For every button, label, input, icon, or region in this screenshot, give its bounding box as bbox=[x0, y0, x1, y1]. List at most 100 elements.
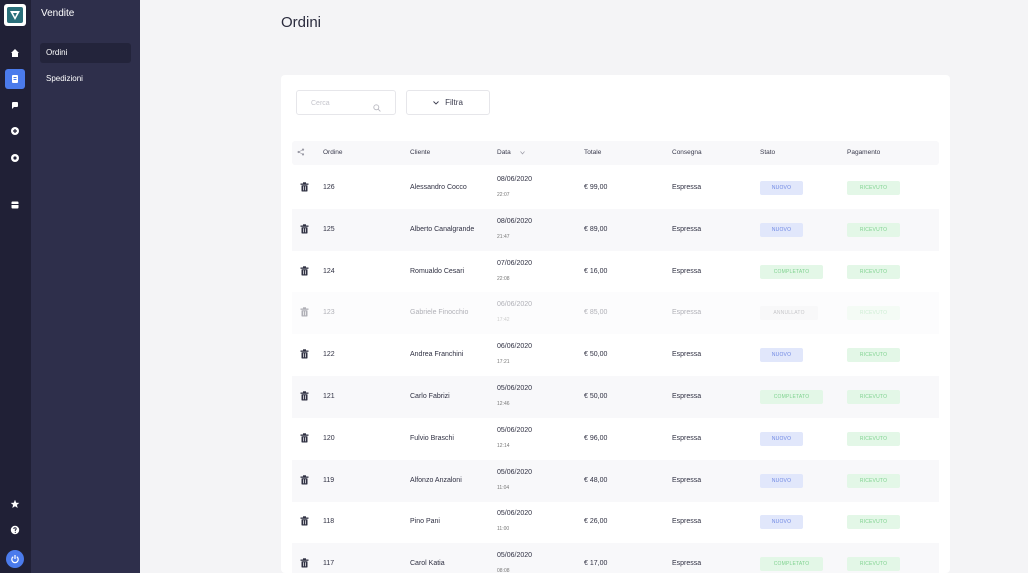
customer-name: Gabriele Finocchio bbox=[410, 309, 469, 317]
order-total: € 50,00 bbox=[584, 393, 608, 400]
order-total: € 85,00 bbox=[584, 309, 608, 317]
sort-down-icon[interactable] bbox=[520, 150, 525, 157]
order-date: 06/06/2020 bbox=[497, 343, 533, 351]
delivery-type: Espressa bbox=[672, 560, 702, 568]
trash-icon[interactable] bbox=[300, 349, 309, 361]
column-header-stato[interactable]: Stato bbox=[760, 149, 776, 156]
order-number[interactable]: 119 bbox=[323, 476, 335, 484]
trash-icon[interactable] bbox=[300, 433, 309, 445]
column-header-cliente[interactable]: Cliente bbox=[410, 149, 431, 156]
order-date: 05/06/2020 bbox=[497, 510, 533, 518]
order-total: € 96,00 bbox=[584, 434, 608, 442]
order-total: € 26,00 bbox=[584, 518, 608, 526]
payment-badge: RICEVUTO bbox=[847, 264, 900, 279]
search-input[interactable] bbox=[311, 97, 371, 109]
table-row[interactable]: 119 Alfonzo Anzaloni 05/06/2020 11:04 € 48,0… bbox=[292, 459, 939, 502]
sidebar-item-ordini[interactable]: Ordini bbox=[40, 43, 131, 63]
order-total: € 16,00 bbox=[584, 267, 608, 275]
column-header-pagamento[interactable]: Pagamento bbox=[847, 149, 881, 156]
delivery-type: Espressa bbox=[672, 309, 702, 317]
order-number[interactable]: 125 bbox=[323, 225, 335, 233]
table-row[interactable]: 124 Romualdo Cesari 07/06/2020 22:08 € 16,00… bbox=[292, 251, 939, 293]
power-icon[interactable] bbox=[6, 550, 24, 568]
sidebar-title: Vendite bbox=[41, 8, 75, 19]
trash-icon[interactable] bbox=[300, 265, 309, 278]
trash-icon[interactable] bbox=[300, 558, 309, 570]
status-badge: NUOVO bbox=[760, 431, 803, 446]
customer-name: Carlo Fabrizi bbox=[410, 393, 450, 400]
order-total: € 89,00 bbox=[584, 225, 608, 233]
delivery-type: Espressa bbox=[672, 184, 702, 191]
order-time: 17:42 bbox=[497, 317, 510, 324]
order-total: € 50,00 bbox=[584, 351, 608, 359]
customer-name: Carol Katia bbox=[410, 560, 445, 568]
column-header-ordine[interactable]: Ordine bbox=[323, 149, 343, 156]
home-icon[interactable] bbox=[8, 46, 22, 60]
order-number[interactable]: 121 bbox=[323, 393, 335, 400]
order-date: 05/06/2020 bbox=[497, 468, 533, 476]
payment-badge: RICEVUTO bbox=[847, 390, 900, 404]
table-row[interactable]: 123 Gabriele Finocchio 06/06/2020 17:42 € 85… bbox=[292, 292, 939, 335]
order-number[interactable]: 123 bbox=[323, 309, 335, 317]
icon-rail bbox=[0, 0, 31, 573]
gear-icon[interactable] bbox=[8, 151, 22, 165]
column-header-totale[interactable]: Totale bbox=[584, 149, 602, 156]
order-date: 07/06/2020 bbox=[497, 259, 533, 267]
table-row[interactable]: 118 Pino Pani 05/06/2020 11:00 € 26,00 Espres… bbox=[292, 501, 939, 543]
customer-name: Alberto Canalgrande bbox=[410, 225, 475, 233]
order-total: € 99,00 bbox=[584, 184, 608, 191]
payment-badge: RICEVUTO bbox=[847, 431, 900, 446]
order-number[interactable]: 118 bbox=[323, 518, 335, 526]
order-number[interactable]: 126 bbox=[323, 184, 335, 191]
payment-badge: RICEVUTO bbox=[847, 306, 900, 321]
payment-badge: RICEVUTO bbox=[847, 181, 900, 195]
order-number[interactable]: 120 bbox=[323, 434, 335, 442]
customer-name: Fulvio Braschi bbox=[410, 434, 454, 442]
settings-icon[interactable] bbox=[8, 124, 22, 138]
star-icon[interactable] bbox=[8, 497, 22, 511]
delivery-type: Espressa bbox=[672, 476, 702, 484]
order-number[interactable]: 117 bbox=[323, 560, 335, 568]
customer-name: Romualdo Cesari bbox=[410, 267, 465, 275]
table-row[interactable]: 125 Alberto Canalgrande 08/06/2020 21:47 € 8… bbox=[292, 208, 939, 251]
trash-icon[interactable] bbox=[300, 224, 309, 236]
trash-icon[interactable] bbox=[300, 474, 309, 487]
store-icon[interactable] bbox=[8, 198, 22, 212]
filter-button[interactable]: Filtra bbox=[406, 90, 490, 115]
delivery-type: Espressa bbox=[672, 434, 702, 442]
chevron-down-icon bbox=[433, 98, 439, 107]
order-time: 11:00 bbox=[497, 526, 510, 533]
customer-name: Pino Pani bbox=[410, 518, 440, 526]
delivery-type: Espressa bbox=[672, 351, 702, 359]
column-header-consegna[interactable]: Consegna bbox=[672, 149, 702, 156]
trash-icon[interactable] bbox=[300, 391, 309, 403]
status-badge: COMPLETATO bbox=[760, 557, 823, 572]
help-icon[interactable] bbox=[8, 523, 22, 537]
receipt-icon[interactable] bbox=[5, 69, 25, 89]
order-total: € 17,00 bbox=[584, 560, 608, 568]
order-number[interactable]: 122 bbox=[323, 351, 335, 359]
order-date: 05/06/2020 bbox=[497, 385, 533, 392]
trash-icon[interactable] bbox=[300, 307, 309, 319]
table-row[interactable]: 120 Fulvio Braschi 05/06/2020 12:14 € 96,00 E… bbox=[292, 418, 939, 460]
order-time: 08:08 bbox=[497, 568, 510, 573]
share-icon[interactable] bbox=[297, 148, 305, 158]
app-logo[interactable] bbox=[4, 4, 26, 26]
order-number[interactable]: 124 bbox=[323, 267, 335, 275]
table-row[interactable]: 121 Carlo Fabrizi 05/06/2020 12:46 € 50,00 Es… bbox=[292, 376, 939, 418]
chat-icon[interactable] bbox=[8, 98, 22, 112]
status-badge: NUOVO bbox=[760, 515, 803, 530]
status-badge: NUOVO bbox=[760, 473, 803, 488]
customer-name: Andrea Franchini bbox=[410, 351, 464, 359]
order-time: 22:07 bbox=[497, 192, 510, 198]
trash-icon[interactable] bbox=[300, 516, 309, 528]
table-row[interactable]: 117 Carol Katia 05/06/2020 08:08 € 17,00 Espr… bbox=[292, 543, 939, 573]
table-header: Ordine Cliente Data Totale Consegna Stat… bbox=[292, 141, 939, 165]
sidebar-item-spedizioni[interactable]: Spedizioni bbox=[46, 74, 83, 83]
customer-name: Alfonzo Anzaloni bbox=[410, 476, 462, 484]
column-header-data[interactable]: Data bbox=[497, 149, 511, 156]
table-row[interactable]: 122 Andrea Franchini 06/06/2020 17:21 € 50,0… bbox=[292, 334, 939, 376]
trash-icon[interactable] bbox=[300, 182, 309, 194]
table-row[interactable]: 126 Alessandro Cocco 08/06/2020 22:07 € 99,0… bbox=[292, 167, 939, 209]
search-icon[interactable] bbox=[373, 99, 381, 117]
